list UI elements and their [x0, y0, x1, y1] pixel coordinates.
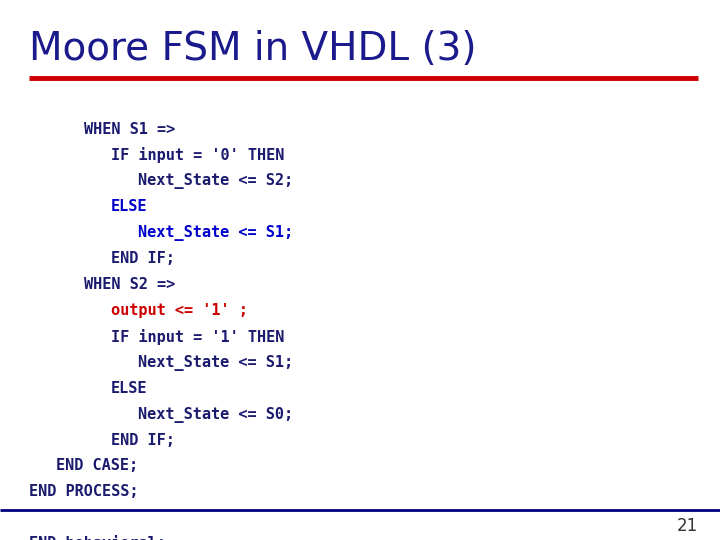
Text: WHEN S2 =>: WHEN S2 => — [84, 277, 175, 292]
Text: END PROCESS;: END PROCESS; — [29, 484, 138, 500]
Text: WHEN S1 =>: WHEN S1 => — [84, 122, 175, 137]
Text: END CASE;: END CASE; — [56, 458, 138, 474]
Text: output <= '1' ;: output <= '1' ; — [111, 303, 248, 318]
Text: Next_State <= S1;: Next_State <= S1; — [138, 355, 293, 371]
Text: Next_State <= S1;: Next_State <= S1; — [138, 225, 293, 241]
Text: Next_State <= S2;: Next_State <= S2; — [138, 173, 293, 190]
Text: ELSE: ELSE — [111, 199, 148, 214]
Text: 21: 21 — [677, 517, 698, 535]
Text: Next_State <= S0;: Next_State <= S0; — [138, 407, 293, 423]
Text: IF input = '1' THEN: IF input = '1' THEN — [111, 329, 284, 345]
Text: IF input = '0' THEN: IF input = '0' THEN — [111, 147, 284, 164]
Text: END IF;: END IF; — [111, 433, 175, 448]
Text: END behavioral;: END behavioral; — [29, 536, 166, 540]
Text: ELSE: ELSE — [111, 381, 148, 396]
Text: END IF;: END IF; — [111, 251, 175, 266]
Text: Moore FSM in VHDL (3): Moore FSM in VHDL (3) — [29, 30, 477, 68]
